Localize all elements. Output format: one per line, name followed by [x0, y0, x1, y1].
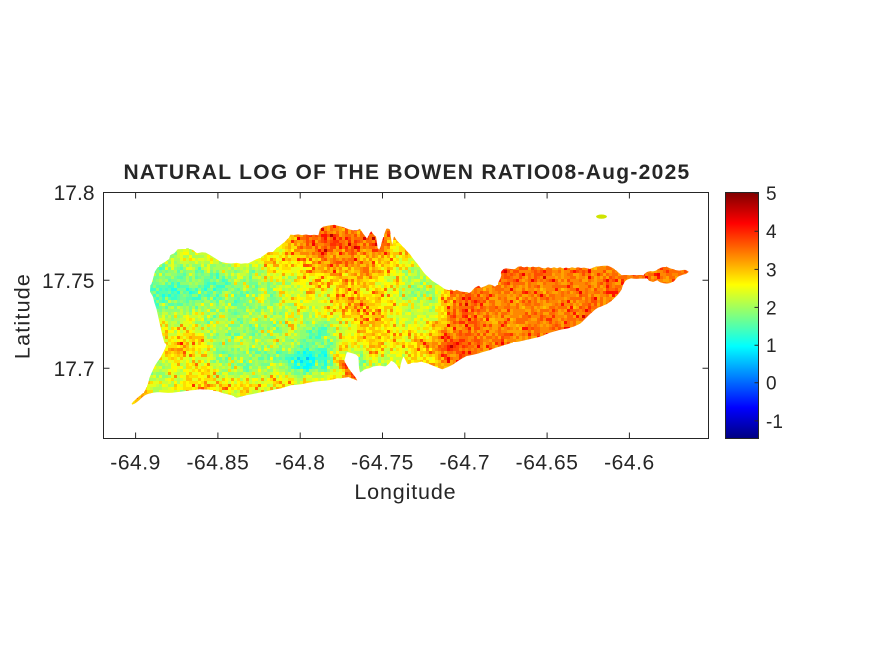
- svg-text:-1: -1: [766, 412, 783, 433]
- svg-text:-64.6: -64.6: [604, 452, 655, 475]
- svg-text:17.8: 17.8: [54, 182, 95, 205]
- svg-text:17.7: 17.7: [54, 358, 95, 381]
- svg-text:5: 5: [766, 184, 777, 205]
- svg-text:Longitude: Longitude: [354, 480, 456, 504]
- svg-text:-64.8: -64.8: [275, 452, 326, 475]
- svg-text:2: 2: [766, 298, 777, 319]
- svg-text:3: 3: [766, 260, 777, 281]
- svg-text:0: 0: [766, 374, 777, 395]
- svg-text:-64.85: -64.85: [186, 452, 249, 475]
- svg-text:-64.65: -64.65: [516, 452, 579, 475]
- svg-text:17.75: 17.75: [42, 270, 95, 293]
- svg-text:NATURAL LOG OF THE BOWEN RATIO: NATURAL LOG OF THE BOWEN RATIO08-Aug-202…: [123, 161, 690, 184]
- svg-text:1: 1: [766, 336, 777, 357]
- svg-text:-64.9: -64.9: [110, 452, 161, 475]
- svg-text:Latitude: Latitude: [11, 273, 35, 359]
- svg-text:-64.75: -64.75: [351, 452, 414, 475]
- svg-text:-64.7: -64.7: [439, 452, 490, 475]
- svg-text:4: 4: [766, 222, 777, 243]
